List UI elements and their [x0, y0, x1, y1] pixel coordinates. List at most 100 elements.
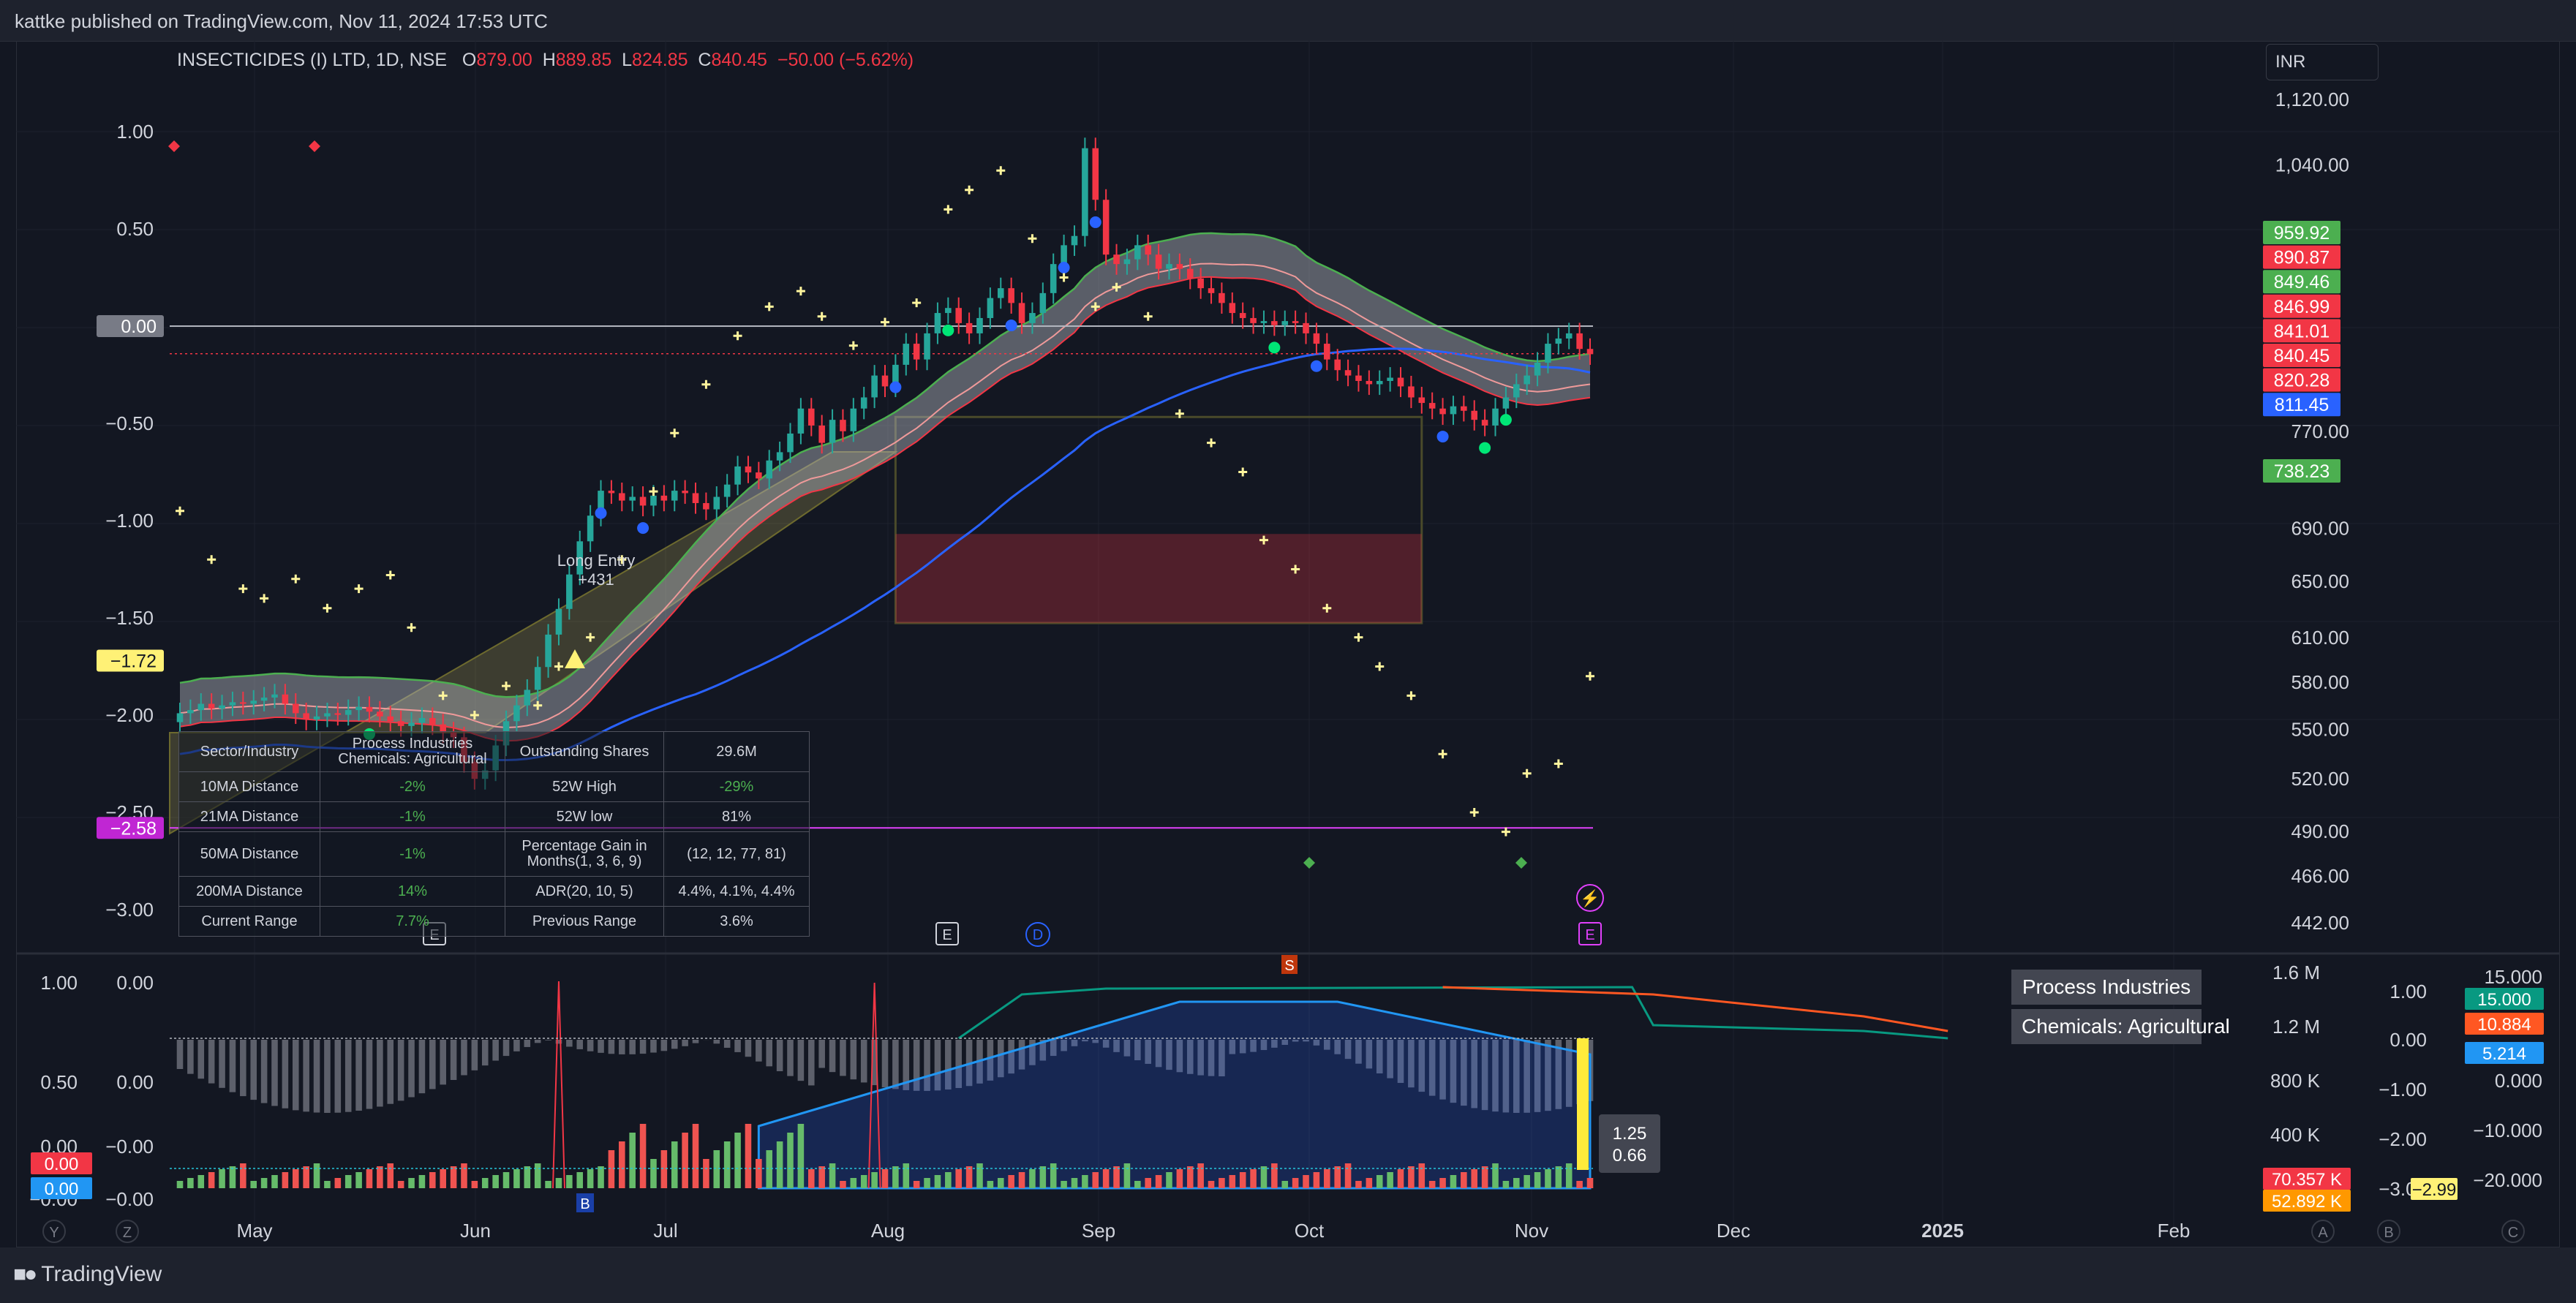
- histogram-bar: [1513, 1040, 1520, 1113]
- left-value-tag: [97, 817, 164, 839]
- left-axis-tick: −2.00: [105, 704, 154, 726]
- x-axis-month: Jun: [460, 1220, 491, 1242]
- left-axis-tick: 0.50: [116, 218, 154, 240]
- histogram-bar: [366, 1040, 373, 1109]
- plus-marker: [617, 555, 627, 564]
- price-tag: [2263, 459, 2340, 483]
- candle-body: [566, 574, 573, 609]
- histogram-bar: [313, 1040, 320, 1113]
- green-diamond: [1303, 857, 1315, 869]
- lower-value-tag-text: 15.000: [2477, 990, 2531, 1010]
- histogram-bar: [829, 1040, 836, 1073]
- price-tag: [2263, 368, 2340, 392]
- spike-line: [551, 981, 565, 1189]
- histogram-bar: [1555, 1040, 1562, 1109]
- candle-body: [1513, 384, 1520, 398]
- volume-bar: [776, 1141, 783, 1188]
- scale-button[interactable]: [2501, 1220, 2525, 1243]
- plus-marker: [1501, 827, 1510, 836]
- x-axis-month: Jul: [653, 1220, 677, 1242]
- candle-body: [1018, 303, 1025, 323]
- histogram-bar: [1134, 1040, 1141, 1061]
- info-table-cell: -1%: [320, 801, 505, 832]
- relative-strength-area: [757, 1000, 1592, 1190]
- volume-bar: [1186, 1166, 1194, 1188]
- histogram-bar: [1313, 1040, 1320, 1046]
- currency-selector[interactable]: INR: [2266, 44, 2379, 80]
- plus-marker: [848, 341, 858, 350]
- candle-body: [756, 472, 762, 479]
- histogram-bar: [566, 1040, 573, 1047]
- entry-triangle: [565, 649, 585, 668]
- candle-body: [1439, 408, 1446, 415]
- histogram-bar: [1123, 1040, 1131, 1057]
- candle-body: [1555, 338, 1562, 344]
- buy-marker: [576, 1193, 594, 1212]
- plus-marker: [1112, 282, 1121, 292]
- candle-body: [997, 288, 1004, 298]
- info-table-cell: -1%: [320, 831, 505, 877]
- volume-bar: [1219, 1178, 1225, 1188]
- histogram-bar: [997, 1040, 1004, 1078]
- histogram-bar: [271, 1040, 278, 1106]
- volume-bar: [1123, 1163, 1131, 1188]
- scale-button[interactable]: [116, 1220, 139, 1243]
- volume-axis-tick: 800 K: [2270, 1070, 2321, 1092]
- price-tag: [2263, 393, 2340, 417]
- plus-marker: [1175, 409, 1184, 418]
- candle-body: [176, 713, 184, 722]
- candle-body: [1271, 321, 1278, 325]
- histogram-bar: [502, 1040, 510, 1057]
- histogram-bar: [619, 1040, 625, 1054]
- volume-bar: [818, 1166, 825, 1188]
- candle-body: [524, 690, 531, 706]
- histogram-bar: [1176, 1040, 1183, 1073]
- volume-bar: [924, 1178, 930, 1188]
- histogram-bar: [650, 1040, 657, 1053]
- sector-label: Process Industries: [2011, 970, 2202, 1005]
- lower-value-tag: [2465, 988, 2544, 1010]
- left-axis-tick: 1.00: [116, 121, 154, 143]
- volume-bar: [1176, 1169, 1183, 1188]
- candle-body: [1355, 375, 1362, 381]
- volume-bar: [492, 1175, 499, 1188]
- plus-marker: [1143, 311, 1153, 321]
- plus-marker: [438, 691, 448, 700]
- scale-button[interactable]: [2377, 1220, 2400, 1243]
- volume-bar: [660, 1150, 668, 1188]
- candle-body: [671, 491, 678, 501]
- red-diamond: [168, 140, 180, 152]
- price-tag-text: 849.46: [2274, 272, 2330, 292]
- tradingview-logo[interactable]: ■● TradingView: [13, 1262, 162, 1287]
- candle-body: [1219, 292, 1225, 303]
- lower-left-tick-a: 1.00: [40, 972, 78, 994]
- histogram-bar: [723, 1040, 731, 1048]
- plus-marker: [881, 317, 889, 327]
- histogram-bar: [1439, 1040, 1446, 1100]
- candle-body: [292, 703, 299, 714]
- info-table-cell: 29.6M: [663, 731, 810, 772]
- histogram-bar: [1155, 1040, 1162, 1068]
- plus-marker: [1238, 467, 1248, 477]
- legend-symbol: INSECTICIDES (I) LTD, 1D, NSE: [177, 50, 448, 70]
- far-right-tick-a: 0.00: [2389, 1029, 2427, 1051]
- volume-bar: [176, 1181, 184, 1188]
- volume-bar: [1428, 1181, 1436, 1188]
- candle-body: [682, 491, 688, 494]
- volume-bar: [639, 1124, 647, 1188]
- volume-bar: [1334, 1166, 1341, 1188]
- histogram-bar: [1018, 1040, 1025, 1070]
- volume-bar: [955, 1169, 963, 1188]
- lower-value-tag-text: 5.214: [2482, 1044, 2526, 1064]
- volume-bar: [1545, 1169, 1551, 1188]
- scale-button[interactable]: [2311, 1220, 2335, 1243]
- info-table-cell: 14%: [320, 876, 505, 907]
- plus-marker: [502, 681, 511, 691]
- info-table-cell: 200MA Distance: [178, 876, 320, 907]
- plus-marker: [764, 302, 774, 311]
- histogram-bar: [1492, 1040, 1499, 1112]
- plus-marker: [796, 287, 805, 296]
- candle-body: [934, 313, 941, 333]
- scale-button[interactable]: [42, 1220, 66, 1243]
